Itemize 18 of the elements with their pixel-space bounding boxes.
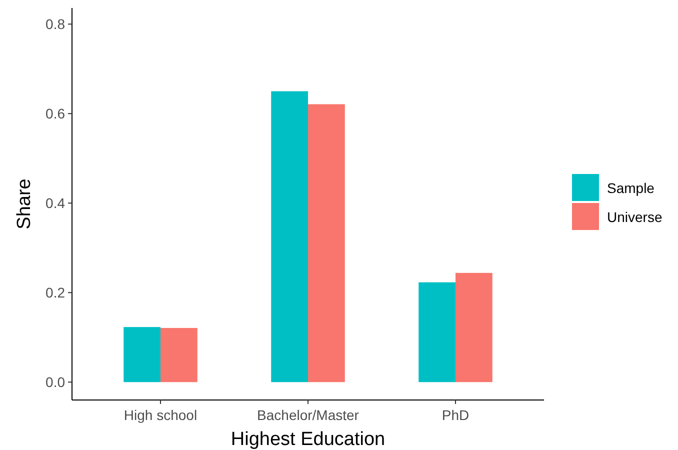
x-axis-title: Highest Education — [230, 429, 386, 450]
bar — [160, 328, 198, 382]
x-tick-label: High school — [124, 407, 198, 423]
y-tick-label: 0.0 — [46, 374, 66, 390]
y-tick-label: 0.8 — [46, 16, 66, 32]
y-tick-label: 0.2 — [46, 284, 66, 301]
y-axis-title: Share — [14, 178, 35, 230]
bar — [308, 104, 345, 382]
bar — [271, 91, 308, 382]
legend-label: Universe — [607, 208, 662, 225]
y-tick-label: 0.6 — [46, 106, 66, 122]
x-tick-label: PhD — [442, 407, 470, 423]
bar — [124, 327, 160, 382]
y-tick-label: 0.4 — [46, 195, 66, 212]
legend-label: Sample — [607, 180, 655, 196]
x-tick-label: Bachelor/Master — [257, 407, 360, 423]
bar — [456, 272, 492, 382]
bar — [418, 282, 456, 382]
